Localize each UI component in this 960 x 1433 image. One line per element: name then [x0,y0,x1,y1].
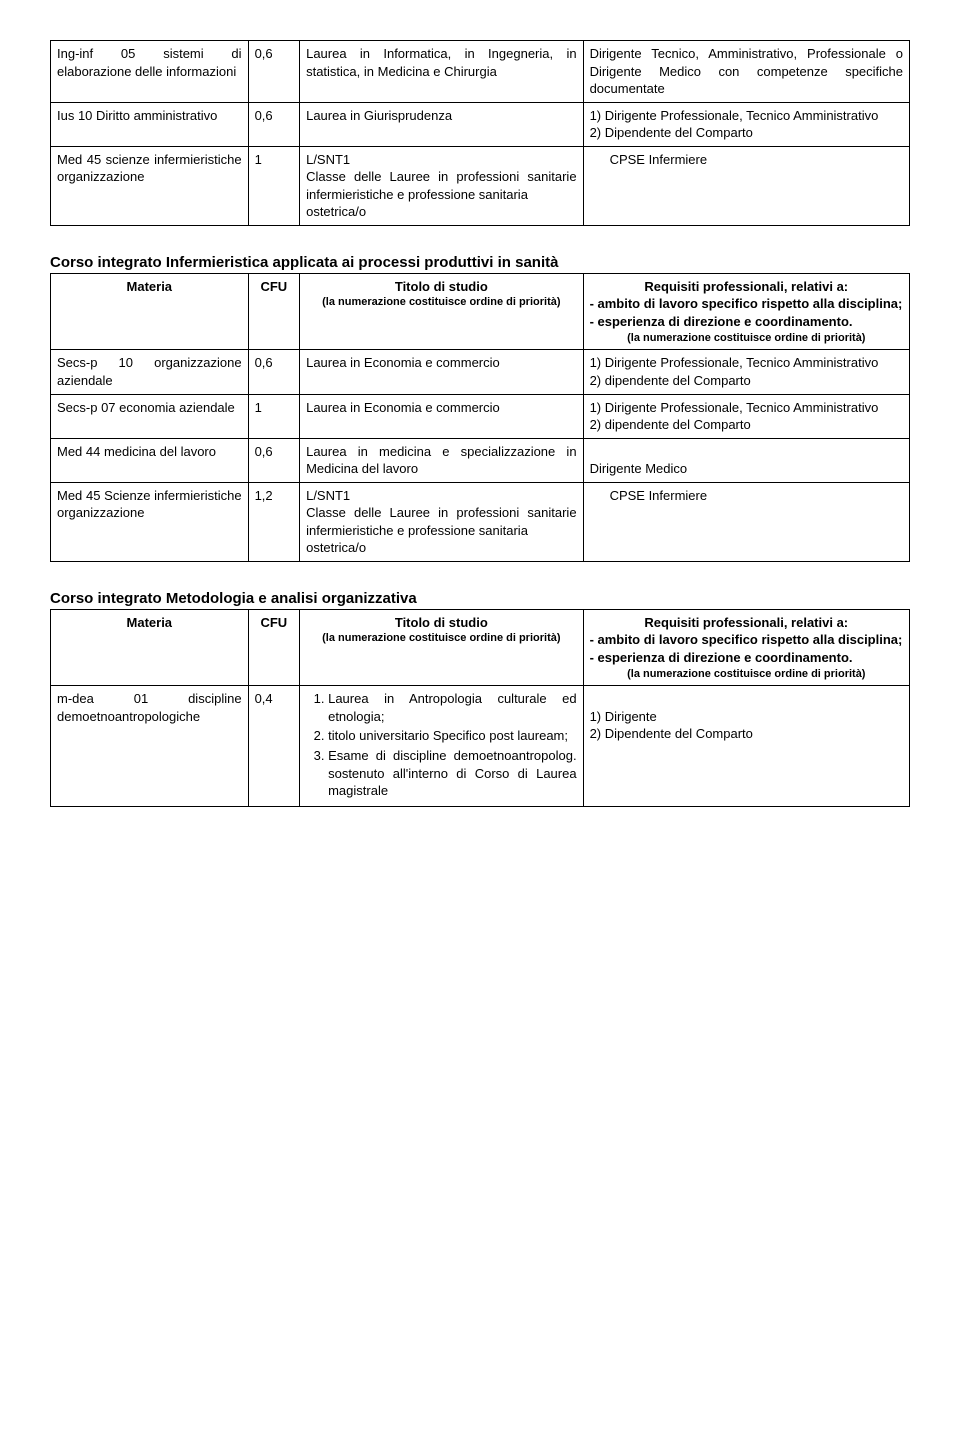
cell-titolo-text: Laurea in Giurisprudenza [306,107,576,125]
cell-cfu: 0,6 [248,438,300,482]
cell-titolo-text: L/SNT1Classe delle Lauree in professioni… [306,487,576,557]
table-row: Secs-p 10 organizzazione aziendale 0,6 L… [51,350,910,394]
cell-titolo: Laurea in Informatica, in Ingegneria, in… [300,41,583,103]
table-3: Materia CFU Titolo di studio (la numeraz… [50,609,910,807]
table-row: m-dea 01 discipline demoetnoantropologic… [51,686,910,806]
cell-requisiti: 1) Dirigente Professionale, Tecnico Ammi… [583,102,909,146]
cell-requisiti: 1) Dirigente Professionale, Tecnico Ammi… [583,394,909,438]
table-1-body: Ing-inf 05 sistemi di elaborazione delle… [51,41,910,226]
table-row: Med 45 scienze infermieristiche organizz… [51,146,910,225]
cell-materia: Secs-p 10 organizzazione aziendale [51,350,249,394]
cell-materia: Secs-p 07 economia aziendale [51,394,249,438]
titolo-list-item: titolo universitario Specifico post laur… [328,727,576,745]
header-requisiti: Requisiti professionali, relativi a: - a… [583,273,909,349]
cell-requisiti: Dirigente Medico [583,438,909,482]
cell-materia: Med 45 scienze infermieristiche organizz… [51,146,249,225]
titolo-list-item: Laurea in Antropologia culturale ed etno… [328,690,576,725]
table-1: Ing-inf 05 sistemi di elaborazione delle… [50,40,910,226]
header-titolo: Titolo di studio (la numerazione costitu… [300,273,583,349]
cell-materia: m-dea 01 discipline demoetnoantropologic… [51,686,249,806]
table-row: Med 45 Scienze infermieristiche organizz… [51,482,910,561]
cell-titolo-text: Laurea in medicina e specializzazione in… [306,443,576,478]
cell-cfu: 0,4 [248,686,300,806]
cell-req-text: 1) Dirigente2) Dipendente del Comparto [590,690,903,743]
table-3-body: Materia CFU Titolo di studio (la numeraz… [51,609,910,806]
cell-requisiti: 1) Dirigente2) Dipendente del Comparto [583,686,909,806]
cell-materia: Med 45 Scienze infermieristiche organizz… [51,482,249,561]
table-header-row: Materia CFU Titolo di studio (la numeraz… [51,273,910,349]
cell-requisiti: 1) Dirigente Professionale, Tecnico Ammi… [583,350,909,394]
cell-req-text: CPSE Infermiere [590,487,903,505]
cell-titolo: Laurea in medicina e specializzazione in… [300,438,583,482]
cell-cfu: 0,6 [248,350,300,394]
cell-req-text: Dirigente Tecnico, Amministrativo, Profe… [590,45,903,98]
header-cfu: CFU [248,273,300,349]
table-row: Secs-p 07 economia aziendale 1 Laurea in… [51,394,910,438]
cell-cfu: 1,2 [248,482,300,561]
course-2-title: Corso integrato Infermieristica applicat… [50,254,910,271]
titolo-list-item: Esame di discipline demoetnoantropolog. … [328,747,576,800]
cell-req-text: Dirigente Medico [590,443,903,478]
cell-requisiti: CPSE Infermiere [583,146,909,225]
cell-cfu: 0,6 [248,41,300,103]
cell-titolo-text: Laurea in Economia e commercio [306,354,576,372]
cell-materia: Ius 10 Diritto amministrativo [51,102,249,146]
header-cfu: CFU [248,609,300,685]
cell-titolo: L/SNT1Classe delle Lauree in professioni… [300,482,583,561]
cell-req-text: 1) Dirigente Professionale, Tecnico Ammi… [590,107,903,142]
cell-titolo: L/SNT1Classe delle Lauree in professioni… [300,146,583,225]
cell-titolo-text: Laurea in Informatica, in Ingegneria, in… [306,45,576,80]
cell-materia: Med 44 medicina del lavoro [51,438,249,482]
table-2: Materia CFU Titolo di studio (la numeraz… [50,273,910,562]
cell-requisiti: CPSE Infermiere [583,482,909,561]
cell-titolo: Laurea in Economia e commercio [300,394,583,438]
table-2-body: Materia CFU Titolo di studio (la numeraz… [51,273,910,561]
cell-titolo-text: L/SNT1Classe delle Lauree in professioni… [306,151,576,221]
header-titolo: Titolo di studio (la numerazione costitu… [300,609,583,685]
cell-titolo: Laurea in Giurisprudenza [300,102,583,146]
header-requisiti: Requisiti professionali, relativi a: - a… [583,609,909,685]
table-row: Ing-inf 05 sistemi di elaborazione delle… [51,41,910,103]
header-materia: Materia [51,609,249,685]
table-row: Ius 10 Diritto amministrativo 0,6 Laurea… [51,102,910,146]
course-3-title: Corso integrato Metodologia e analisi or… [50,590,910,607]
cell-requisiti: Dirigente Tecnico, Amministrativo, Profe… [583,41,909,103]
table-row: Med 44 medicina del lavoro 0,6 Laurea in… [51,438,910,482]
cell-materia: Ing-inf 05 sistemi di elaborazione delle… [51,41,249,103]
cell-cfu: 1 [248,394,300,438]
cell-req-text: 1) Dirigente Professionale, Tecnico Ammi… [590,399,903,434]
table-header-row: Materia CFU Titolo di studio (la numeraz… [51,609,910,685]
cell-cfu: 0,6 [248,102,300,146]
cell-titolo-text: Laurea in Economia e commercio [306,399,576,417]
cell-req-text: CPSE Infermiere [590,151,903,169]
header-materia: Materia [51,273,249,349]
cell-titolo: Laurea in Antropologia culturale ed etno… [300,686,583,806]
cell-req-text: 1) Dirigente Professionale, Tecnico Ammi… [590,354,903,389]
cell-titolo: Laurea in Economia e commercio [300,350,583,394]
cell-cfu: 1 [248,146,300,225]
